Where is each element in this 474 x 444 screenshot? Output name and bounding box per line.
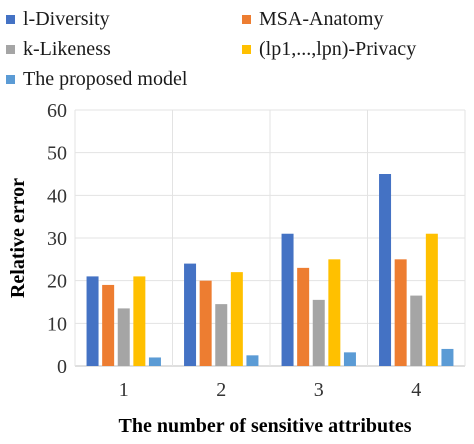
legend-label: k-Likeness <box>23 38 111 60</box>
legend-swatch <box>242 15 251 24</box>
x-tick-label: 1 <box>119 379 129 401</box>
y-tick-label: 30 <box>47 228 67 250</box>
bar <box>215 304 228 366</box>
x-tick-label: 4 <box>411 379 421 401</box>
bar <box>86 276 99 366</box>
legend-swatch <box>6 45 15 54</box>
legend-swatch <box>242 45 251 54</box>
legend-label: MSA-Anatomy <box>259 8 384 30</box>
legend-label: (lp1,...,lpn)-Privacy <box>259 38 417 60</box>
x-tick-label: 2 <box>216 379 226 401</box>
legend-item-lp-privacy: (lp1,...,lpn)-Privacy <box>242 38 416 61</box>
legend: l-Diversity MSA-Anatomy k-Likeness (lp1,… <box>0 0 474 95</box>
y-axis-title: Relative error <box>7 178 29 298</box>
bar <box>394 259 407 366</box>
bar <box>199 280 212 366</box>
bar <box>297 267 310 366</box>
bar <box>184 263 197 366</box>
y-tick-label: 10 <box>47 313 67 335</box>
bar <box>328 259 341 366</box>
y-tick-label: 50 <box>47 143 67 165</box>
bar <box>441 348 454 366</box>
bar <box>133 276 146 366</box>
legend-item-k-likeness: k-Likeness <box>6 38 111 61</box>
bar <box>312 299 325 366</box>
x-tick-labels: 1 2 3 4 <box>119 379 422 401</box>
bar <box>117 308 130 366</box>
y-tick-labels: 0 10 20 30 40 50 60 <box>47 100 67 378</box>
legend-label: l-Diversity <box>23 8 110 30</box>
y-tick-label: 40 <box>47 185 67 207</box>
bar <box>246 355 259 366</box>
bar <box>230 272 243 366</box>
y-tick-label: 60 <box>47 100 67 122</box>
bar <box>425 233 438 366</box>
bar <box>281 233 294 366</box>
bars <box>86 174 454 366</box>
legend-label: The proposed model <box>23 68 188 90</box>
bar <box>148 357 161 366</box>
x-axis-title: The number of sensitive attributes <box>119 415 412 437</box>
legend-swatch <box>6 15 15 24</box>
x-tick-label: 3 <box>314 379 324 401</box>
legend-item-proposed-model: The proposed model <box>6 68 187 91</box>
bar <box>343 352 356 366</box>
bar <box>379 174 392 366</box>
legend-swatch <box>6 75 15 84</box>
y-tick-label: 20 <box>47 271 67 293</box>
bar <box>410 295 423 366</box>
y-tick-label: 0 <box>57 356 67 378</box>
legend-item-msa-anatomy: MSA-Anatomy <box>242 8 383 31</box>
bar <box>102 284 115 366</box>
legend-item-l-diversity: l-Diversity <box>6 8 110 31</box>
